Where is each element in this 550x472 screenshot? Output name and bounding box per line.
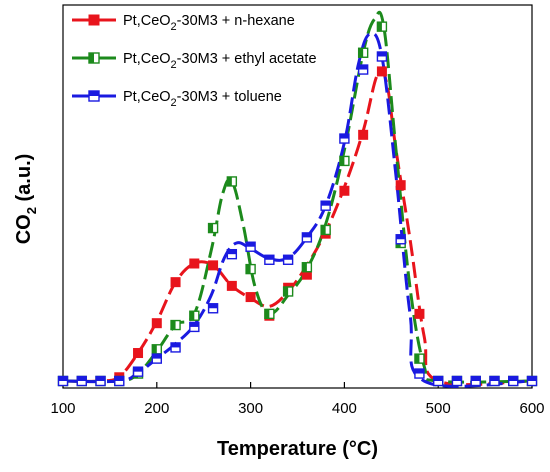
legend-label-1: Pt,CeO2-30M3 + n-hexane — [123, 13, 295, 33]
legend-marker-3 — [88, 90, 100, 102]
data-point-series-3 — [470, 375, 481, 387]
data-point-series-1 — [226, 280, 237, 291]
x-tick-label: 300 — [238, 400, 263, 417]
data-point-series-3 — [264, 254, 275, 265]
data-point-series-1 — [189, 258, 200, 269]
data-point-series-1 — [170, 277, 181, 288]
data-point-series-3 — [395, 234, 406, 245]
data-point-series-3 — [339, 133, 350, 144]
y-axis-title-main: CO — [13, 214, 35, 244]
series-line-3 — [63, 31, 532, 388]
data-point-series-2 — [357, 47, 369, 58]
data-point-series-3 — [357, 64, 369, 75]
y-axis-title-sub: 2 — [24, 207, 39, 214]
data-point-series-2 — [170, 319, 181, 331]
legend-label-suffix: -30M3 + toluene — [177, 89, 282, 105]
data-point-series-2 — [414, 353, 425, 364]
data-point-series-2 — [301, 262, 313, 273]
x-axis-title: Temperature (°C) — [217, 438, 378, 460]
data-point-series-3 — [226, 248, 238, 260]
data-point-series-3 — [282, 254, 294, 265]
y-axis-title-suffix: (a.u.) — [13, 154, 35, 207]
data-point-series-1 — [133, 348, 144, 359]
data-point-series-3 — [526, 375, 538, 387]
legend-marker-1 — [88, 14, 100, 26]
data-point-series-3 — [433, 375, 444, 387]
data-point-series-3 — [207, 303, 219, 314]
legend-label-3: Pt,CeO2-30M3 + toluene — [123, 89, 282, 109]
x-tick-label: 400 — [332, 400, 357, 417]
data-point-series-2 — [339, 155, 350, 167]
data-point-series-1 — [414, 308, 425, 319]
data-point-series-3 — [189, 321, 200, 333]
data-point-series-2 — [189, 310, 200, 321]
legend-marker-2 — [88, 52, 100, 64]
data-point-series-2 — [320, 224, 331, 236]
legend-label-sub: 2 — [171, 97, 177, 109]
legend-label-suffix: -30M3 + ethyl acetate — [177, 51, 317, 67]
data-point-series-1 — [151, 318, 162, 329]
x-tick-label: 500 — [426, 400, 451, 417]
data-point-series-3 — [489, 375, 500, 387]
legend-label-main: Pt,CeO — [123, 13, 171, 29]
legend-label-main: Pt,CeO — [123, 89, 171, 105]
data-point-series-2 — [151, 344, 163, 355]
data-point-series-3 — [414, 368, 425, 379]
data-point-series-3 — [170, 342, 181, 353]
data-point-series-3 — [301, 232, 313, 243]
y-axis-title: CO2 (a.u.) — [13, 154, 39, 245]
plot-frame — [62, 4, 533, 389]
legend-label-sub: 2 — [171, 21, 177, 33]
data-point-series-3 — [57, 375, 69, 387]
data-point-series-3 — [508, 375, 519, 387]
x-tick-label: 200 — [144, 400, 169, 417]
data-point-series-1 — [376, 66, 387, 77]
data-point-series-3 — [76, 375, 87, 387]
data-point-series-3 — [451, 375, 463, 387]
data-point-series-3 — [132, 366, 144, 377]
data-point-series-3 — [151, 353, 163, 364]
data-point-series-2 — [226, 176, 238, 187]
data-point-series-1 — [208, 260, 219, 271]
series-line-1 — [63, 68, 532, 387]
data-point-series-2 — [245, 263, 256, 275]
data-point-series-1 — [339, 185, 350, 196]
data-point-series-3 — [245, 241, 256, 252]
data-point-series-2 — [207, 222, 219, 234]
legend-label-suffix: -30M3 + n-hexane — [177, 13, 295, 29]
legend-label-sub: 2 — [171, 59, 177, 71]
x-tick-label: 100 — [50, 400, 75, 417]
series-layer — [63, 10, 532, 388]
marker-layer — [57, 21, 538, 387]
data-point-series-1 — [245, 292, 256, 303]
data-point-series-3 — [376, 51, 388, 62]
data-point-series-1 — [358, 129, 369, 140]
data-point-series-2 — [282, 286, 294, 297]
data-point-series-3 — [95, 375, 106, 387]
series-line-2 — [63, 10, 532, 384]
data-point-series-2 — [376, 21, 388, 32]
data-point-series-1 — [395, 180, 406, 191]
x-tick-label: 600 — [519, 400, 544, 417]
legend-label-main: Pt,CeO — [123, 51, 171, 67]
legend-label-2: Pt,CeO2-30M3 + ethyl acetate — [123, 51, 317, 71]
data-point-series-2 — [264, 308, 275, 320]
data-point-series-3 — [114, 375, 125, 387]
data-point-series-3 — [320, 200, 331, 211]
